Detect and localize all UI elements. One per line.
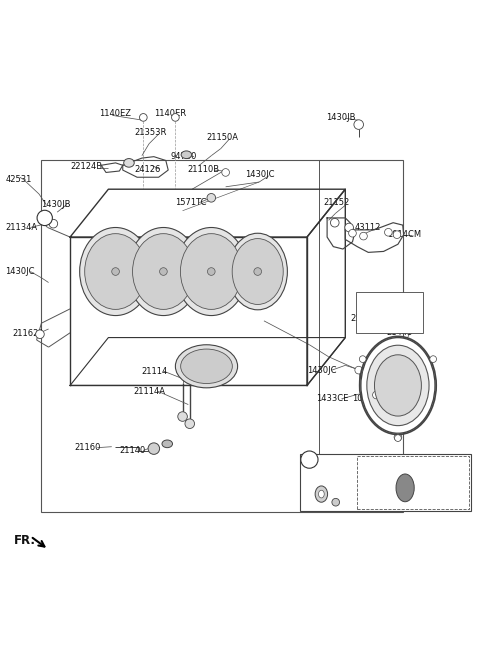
Text: 1140EZ: 1140EZ <box>99 109 131 118</box>
Circle shape <box>207 268 215 276</box>
Ellipse shape <box>180 349 232 384</box>
Ellipse shape <box>124 159 134 167</box>
Text: 21440: 21440 <box>350 314 376 323</box>
Circle shape <box>254 268 262 276</box>
Circle shape <box>393 231 401 239</box>
Text: 21314A: 21314A <box>360 476 391 485</box>
Text: 22124B: 22124B <box>70 162 102 171</box>
Text: 1014CM: 1014CM <box>387 230 421 239</box>
Text: 1751GI: 1751GI <box>317 476 345 485</box>
Circle shape <box>178 412 187 421</box>
Text: 1430JC: 1430JC <box>307 365 336 375</box>
Circle shape <box>332 499 339 506</box>
Text: 21152: 21152 <box>324 198 350 207</box>
Text: 21150A: 21150A <box>206 133 239 142</box>
Circle shape <box>301 451 318 468</box>
Circle shape <box>360 356 366 363</box>
Ellipse shape <box>180 234 242 310</box>
Circle shape <box>36 330 44 338</box>
Text: 1014CL: 1014CL <box>352 394 384 403</box>
Circle shape <box>372 391 380 399</box>
Circle shape <box>354 120 363 129</box>
Ellipse shape <box>361 338 435 434</box>
Circle shape <box>348 230 356 237</box>
Ellipse shape <box>175 228 247 316</box>
Ellipse shape <box>228 234 288 310</box>
Text: 21133: 21133 <box>302 463 327 472</box>
Text: 21160: 21160 <box>75 443 101 452</box>
Ellipse shape <box>232 239 283 304</box>
Text: 21443: 21443 <box>386 328 412 337</box>
Bar <box>41 161 403 512</box>
Text: 24126: 24126 <box>135 165 161 174</box>
Circle shape <box>159 268 167 276</box>
Circle shape <box>395 435 401 441</box>
Bar <box>300 455 471 511</box>
Circle shape <box>171 113 179 121</box>
Circle shape <box>222 169 229 176</box>
Text: a: a <box>307 455 312 464</box>
Ellipse shape <box>80 228 152 316</box>
Circle shape <box>430 356 436 363</box>
Text: 1430JB: 1430JB <box>326 113 356 122</box>
Text: 21353R: 21353R <box>135 128 167 137</box>
Ellipse shape <box>374 355 421 416</box>
Text: 1433CE: 1433CE <box>316 394 348 403</box>
Text: 1430JC: 1430JC <box>245 171 274 179</box>
Ellipse shape <box>175 345 238 388</box>
Ellipse shape <box>181 151 192 159</box>
Circle shape <box>394 434 402 441</box>
Circle shape <box>140 113 147 121</box>
Text: 94750: 94750 <box>170 152 197 161</box>
Text: 42531: 42531 <box>5 175 32 184</box>
Circle shape <box>207 194 216 202</box>
Text: (ALT.): (ALT.) <box>359 463 381 472</box>
Text: 21114: 21114 <box>142 367 168 376</box>
Text: 1571TC: 1571TC <box>175 198 207 207</box>
Ellipse shape <box>84 234 146 310</box>
Text: 1140ER: 1140ER <box>154 109 186 118</box>
Text: 43112: 43112 <box>355 223 381 232</box>
Ellipse shape <box>132 234 194 310</box>
Bar <box>356 292 423 333</box>
Ellipse shape <box>162 440 172 447</box>
Circle shape <box>345 223 353 232</box>
Ellipse shape <box>315 486 327 502</box>
Circle shape <box>360 232 367 240</box>
Circle shape <box>185 419 194 428</box>
Circle shape <box>148 443 159 455</box>
Circle shape <box>355 366 362 374</box>
Circle shape <box>112 268 120 276</box>
Circle shape <box>384 228 392 236</box>
Text: 1430JC: 1430JC <box>5 267 35 276</box>
Text: 21110B: 21110B <box>187 165 219 174</box>
Bar <box>357 457 469 509</box>
Text: 21140: 21140 <box>120 446 145 455</box>
Ellipse shape <box>367 345 429 426</box>
Text: 1430JB: 1430JB <box>41 200 71 209</box>
Text: a: a <box>42 213 47 222</box>
Ellipse shape <box>396 474 414 502</box>
Ellipse shape <box>128 228 199 316</box>
Text: 21114A: 21114A <box>134 386 166 396</box>
Circle shape <box>330 218 339 227</box>
Text: 21162A: 21162A <box>12 329 45 338</box>
Text: 21134A: 21134A <box>5 223 37 232</box>
Ellipse shape <box>319 490 324 498</box>
Text: FR.: FR. <box>14 535 36 548</box>
Circle shape <box>37 211 52 226</box>
Circle shape <box>49 219 58 228</box>
